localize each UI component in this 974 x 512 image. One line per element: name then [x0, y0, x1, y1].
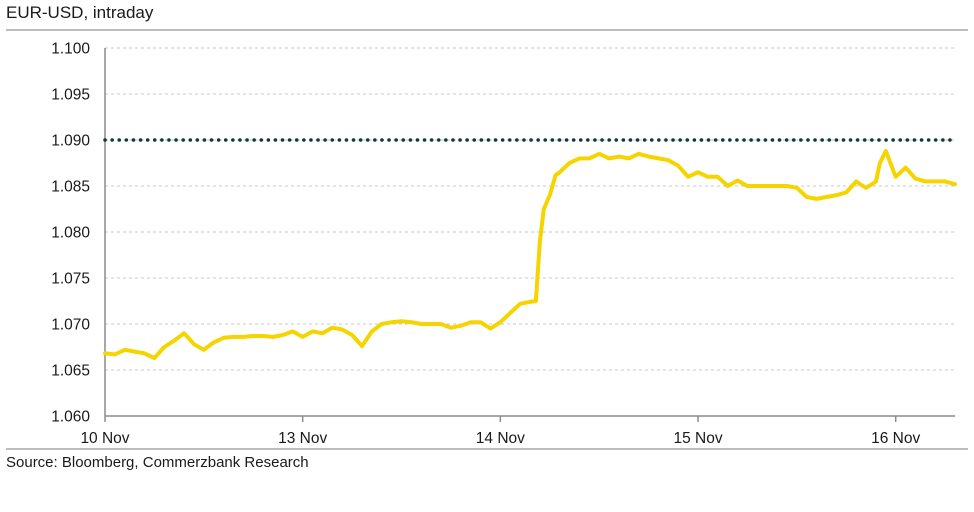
top-rule	[6, 29, 968, 31]
x-axis-labels: 10 Nov 13 Nov 14 Nov 15 Nov 16 Nov	[80, 430, 920, 447]
y-tick-label: 1.095	[51, 87, 90, 104]
x-tick-label: 15 Nov	[673, 430, 722, 447]
x-tick-label: 13 Nov	[278, 430, 327, 447]
axes	[104, 48, 955, 422]
series	[103, 149, 957, 360]
y-tick-label: 1.085	[51, 179, 90, 196]
y-tick-label: 1.090	[51, 133, 90, 150]
x-tick-label: 16 Nov	[871, 430, 920, 447]
y-tick-label: 1.070	[51, 317, 90, 334]
chart-title: EUR-USD, intraday	[6, 3, 154, 22]
y-tick-label: 1.075	[51, 271, 90, 288]
y-tick-label: 1.100	[51, 41, 90, 58]
x-tick-label: 14 Nov	[476, 430, 525, 447]
series-line-eurusd	[103, 149, 957, 360]
y-tick-label: 1.080	[51, 225, 90, 242]
y-tick-label: 1.060	[51, 409, 90, 426]
y-tick-label: 1.065	[51, 363, 90, 380]
source-note: Source: Bloomberg, Commerzbank Research	[6, 454, 309, 471]
gridlines	[105, 47, 955, 371]
y-axis-labels: 1.100 1.095 1.090 1.085 1.080 1.075 1.070 1.065…	[51, 41, 90, 426]
bottom-rule	[6, 448, 968, 450]
x-tick-label: 10 Nov	[80, 430, 129, 447]
